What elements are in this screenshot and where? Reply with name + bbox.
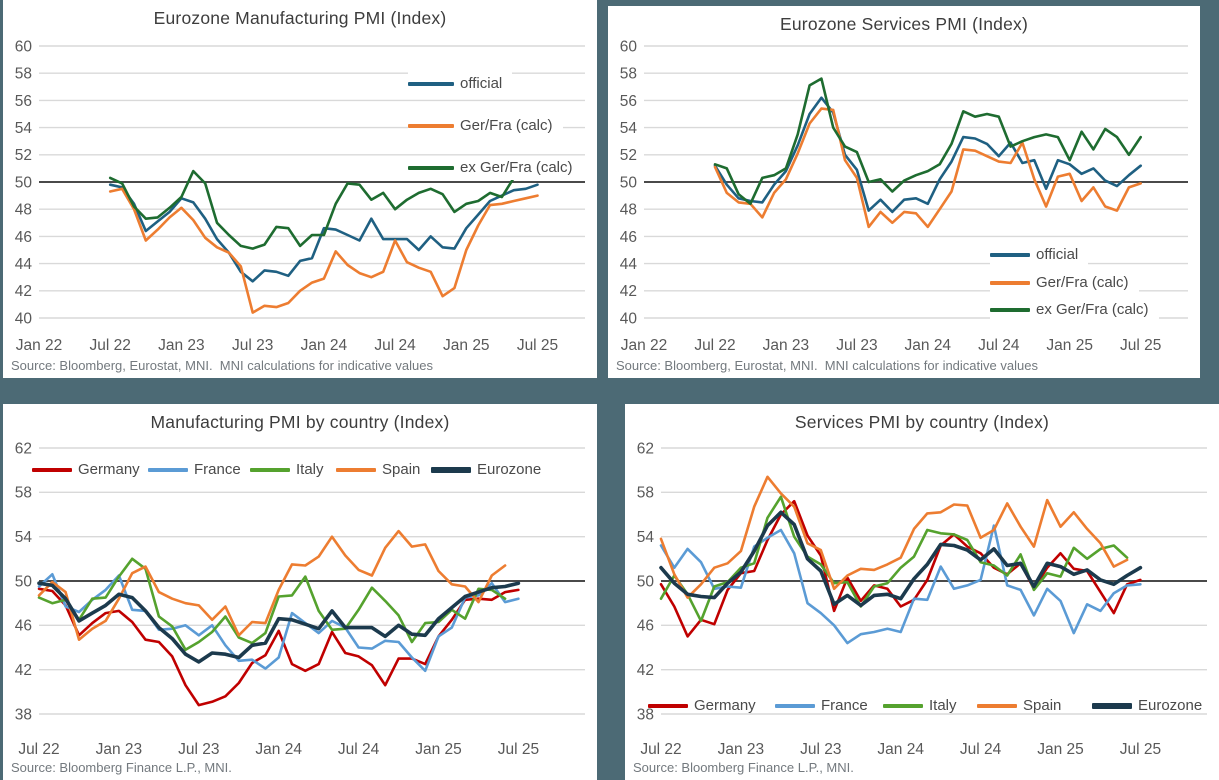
- svg-text:Jul 24: Jul 24: [338, 741, 380, 758]
- eurozone-manufacturing-panel: Eurozone Manufacturing PMI (Index) 40 42 4…: [3, 0, 597, 378]
- svg-text:Jul 22: Jul 22: [18, 741, 59, 758]
- chart-title: Services PMI by country (Index): [794, 412, 1050, 432]
- svg-text:Jul 24: Jul 24: [960, 741, 1002, 758]
- svg-text:58: 58: [15, 485, 32, 502]
- svg-text:46: 46: [15, 229, 32, 246]
- chart-title: Eurozone Services PMI (Index): [780, 14, 1028, 34]
- svg-text:46: 46: [637, 618, 654, 635]
- svg-text:Jul 23: Jul 23: [836, 337, 877, 354]
- source-note: Source: Bloomberg Finance L.P., MNI.: [11, 760, 232, 775]
- svg-text:Jan 23: Jan 23: [158, 337, 205, 354]
- svg-text:Jan 25: Jan 25: [415, 741, 462, 758]
- svg-text:Jul 22: Jul 22: [90, 337, 131, 354]
- svg-text:52: 52: [620, 147, 637, 164]
- svg-text:Jan 22: Jan 22: [16, 337, 63, 354]
- svg-text:60: 60: [620, 38, 638, 55]
- svg-text:40: 40: [15, 310, 33, 327]
- services-by-country-panel: Services PMI by country (Index) 38 42 46 50…: [625, 404, 1219, 780]
- svg-text:56: 56: [620, 93, 637, 110]
- svg-text:60: 60: [15, 38, 33, 55]
- manufacturing-by-country-panel: Manufacturing PMI by country (Index) 38 4…: [3, 404, 597, 780]
- svg-text:50: 50: [15, 174, 33, 191]
- svg-text:Jul 22: Jul 22: [694, 337, 735, 354]
- svg-text:44: 44: [15, 256, 33, 273]
- svg-text:48: 48: [620, 202, 637, 219]
- svg-text:58: 58: [15, 66, 32, 83]
- svg-text:50: 50: [620, 174, 638, 191]
- svg-text:54: 54: [637, 529, 655, 546]
- svg-text:46: 46: [15, 618, 32, 635]
- source-note: Source: Bloomberg, Eurostat, MNI. MNI ca…: [11, 358, 433, 373]
- svg-text:48: 48: [15, 202, 32, 219]
- svg-text:Jan 23: Jan 23: [718, 741, 765, 758]
- svg-text:Jul 23: Jul 23: [800, 741, 841, 758]
- svg-text:42: 42: [15, 283, 32, 300]
- source-note: Source: Bloomberg, Eurostat, MNI. MNI ca…: [616, 358, 1038, 373]
- svg-text:Jan 25: Jan 25: [1037, 741, 1084, 758]
- svg-text:Jan 22: Jan 22: [621, 337, 668, 354]
- svg-text:Jul 23: Jul 23: [178, 741, 219, 758]
- svg-text:Jan 25: Jan 25: [1046, 337, 1093, 354]
- svg-text:62: 62: [637, 440, 654, 457]
- svg-text:52: 52: [15, 147, 32, 164]
- svg-text:Jul 25: Jul 25: [1120, 337, 1161, 354]
- svg-text:44: 44: [620, 256, 638, 273]
- svg-text:40: 40: [620, 310, 638, 327]
- svg-text:42: 42: [15, 662, 32, 679]
- svg-text:Jul 25: Jul 25: [517, 337, 558, 354]
- line-chart: 38 42 46 50 54 58 62 Jul 22 Jan 23 Jul 23 Jan 24 Ju…: [637, 440, 1207, 758]
- svg-text:Jul 22: Jul 22: [640, 741, 681, 758]
- source-note: Source: Bloomberg Finance L.P., MNI.: [633, 760, 854, 775]
- svg-text:Jul 25: Jul 25: [1120, 741, 1161, 758]
- svg-text:Jul 25: Jul 25: [498, 741, 539, 758]
- line-chart: 38 42 46 50 54 58 62 Jul 22 Jan 23 Jul 23 Jan 24 Ju…: [15, 440, 585, 758]
- svg-text:Jul 24: Jul 24: [978, 337, 1020, 354]
- svg-text:Jul 23: Jul 23: [232, 337, 273, 354]
- svg-text:54: 54: [15, 529, 33, 546]
- svg-text:62: 62: [15, 440, 32, 457]
- svg-text:Jan 25: Jan 25: [443, 337, 490, 354]
- svg-text:38: 38: [637, 706, 654, 723]
- svg-text:56: 56: [15, 93, 32, 110]
- chart-title: Eurozone Manufacturing PMI (Index): [153, 8, 447, 28]
- svg-text:42: 42: [637, 662, 654, 679]
- svg-text:58: 58: [637, 485, 654, 502]
- svg-text:54: 54: [620, 120, 638, 137]
- svg-text:54: 54: [15, 120, 33, 137]
- svg-text:50: 50: [637, 573, 655, 590]
- chart-title: Manufacturing PMI by country (Index): [150, 412, 450, 432]
- svg-text:Jan 23: Jan 23: [763, 337, 810, 354]
- svg-text:Jul 24: Jul 24: [374, 337, 416, 354]
- line-chart: 40 42 44 46 48 50 52 54 56 58 60 Jan 22 Jul 22 Jan 23…: [620, 38, 1188, 354]
- svg-text:Jan 24: Jan 24: [877, 741, 924, 758]
- svg-text:Jan 23: Jan 23: [96, 741, 143, 758]
- svg-text:Jan 24: Jan 24: [255, 741, 302, 758]
- svg-text:Jan 24: Jan 24: [301, 337, 348, 354]
- eurozone-services-panel: Eurozone Services PMI (Index) 40 42 44 46 48…: [608, 6, 1200, 378]
- svg-text:50: 50: [15, 573, 33, 590]
- svg-text:Jan 24: Jan 24: [905, 337, 952, 354]
- svg-text:58: 58: [620, 66, 637, 83]
- svg-text:46: 46: [620, 229, 637, 246]
- line-chart: 40 42 44 46 48 50 52 54 56 58 60 Jan 22 Jul 22 Jan 23…: [15, 38, 585, 354]
- svg-text:42: 42: [620, 283, 637, 300]
- svg-text:38: 38: [15, 706, 32, 723]
